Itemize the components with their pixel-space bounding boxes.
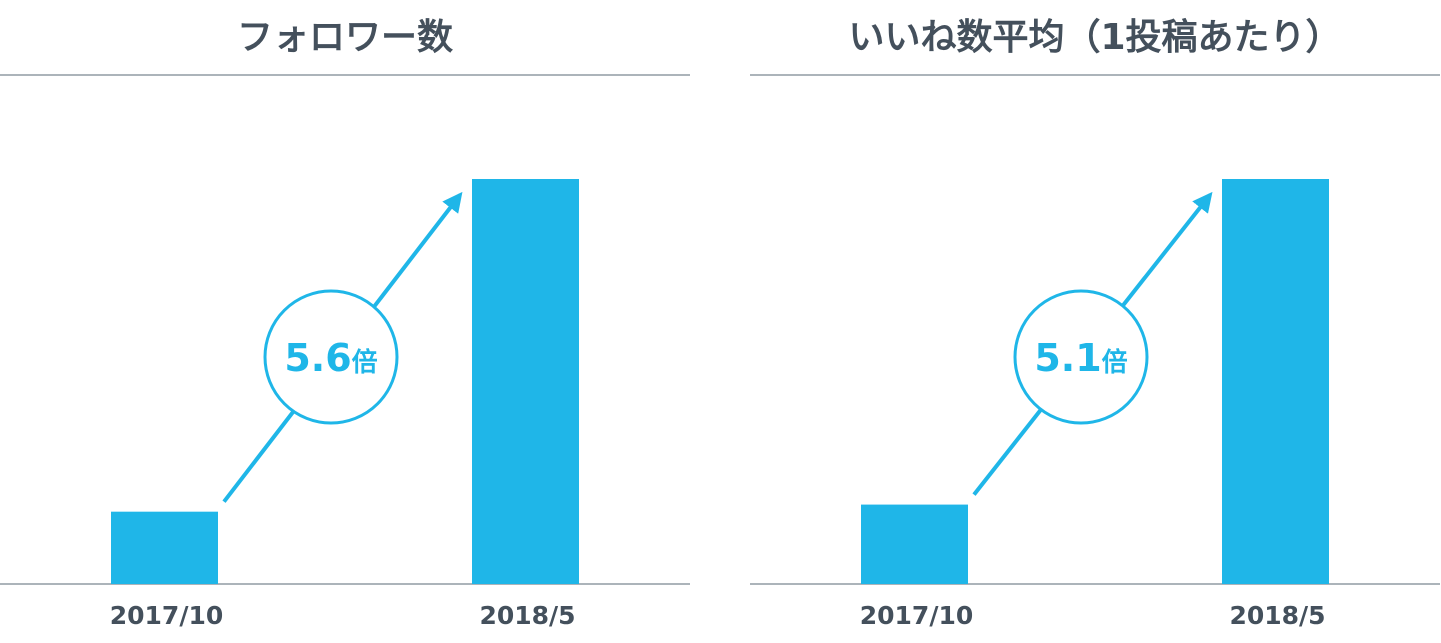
- growth-callout-text: 5.1倍: [1034, 336, 1127, 380]
- growth-multiplier-unit: 倍: [1102, 347, 1128, 378]
- growth-callout-circle: [1013, 289, 1149, 425]
- growth-callout-circle: [263, 289, 399, 425]
- chart-panel-followers: フォロワー数 2017/10 2018/5 5.6倍: [0, 0, 690, 643]
- x-tick-label: 2018/5: [479, 601, 575, 630]
- growth-multiplier-value: 5.6: [284, 336, 351, 380]
- chart-title: フォロワー数: [236, 17, 453, 58]
- bar-2017/10: [111, 511, 218, 584]
- growth-multiplier-value: 5.1: [1034, 336, 1101, 380]
- bar-2018/5: [472, 179, 579, 584]
- x-tick-label: 2018/5: [1229, 601, 1325, 630]
- chart-panel-likes-average: いいね数平均（1投稿あたり） 2017/10 2018/5 5.1倍: [750, 0, 1440, 643]
- followers-bar-chart: 2017/10 2018/5 5.6倍: [0, 74, 690, 630]
- chart-title: いいね数平均（1投稿あたり）: [848, 17, 1342, 58]
- growth-multiplier-unit: 倍: [352, 347, 378, 378]
- likes-average-bar-chart: 2017/10 2018/5 5.1倍: [750, 74, 1440, 630]
- bar-2018/5: [1222, 179, 1329, 584]
- growth-callout-text: 5.6倍: [284, 336, 377, 380]
- x-tick-label: 2017/10: [860, 601, 974, 630]
- bar-2017/10: [861, 504, 968, 584]
- x-tick-label: 2017/10: [110, 601, 224, 630]
